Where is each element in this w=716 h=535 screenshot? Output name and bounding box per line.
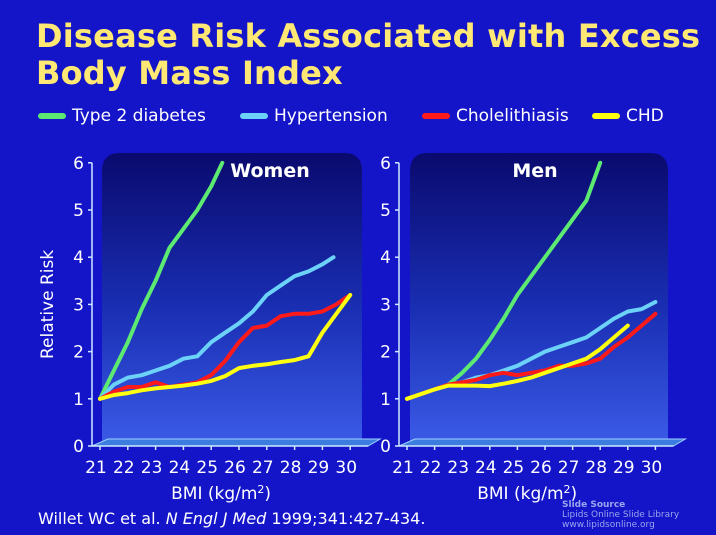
plot-floor: [398, 438, 688, 447]
legend-label: Hypertension: [274, 106, 388, 126]
y-tick-label: 1: [73, 390, 84, 410]
citation: Willet WC et al. N Engl J Med 1999;341:4…: [38, 509, 425, 528]
x-tick-label: 27: [558, 458, 580, 478]
citation-journal: N Engl J Med: [165, 509, 267, 528]
title-line-2: Body Mass Index: [36, 54, 343, 92]
y-tick-label: 6: [380, 154, 391, 174]
x-tick-label: 21: [85, 458, 107, 478]
y-tick-label: 6: [73, 154, 84, 174]
x-tick-label: 26: [530, 458, 552, 478]
y-tick-label: 3: [380, 295, 391, 315]
y-tick-label: 2: [380, 343, 391, 363]
series-line-type-2-diabetes: [98, 160, 225, 401]
x-tick-label: 24: [169, 458, 191, 478]
plot-panel: [102, 153, 362, 441]
plot-panel: [410, 153, 668, 441]
legend-label: CHD: [626, 106, 664, 126]
x-tick-label: 25: [503, 458, 525, 478]
x-tick-label: 25: [196, 458, 218, 478]
y-tick-label: 0: [73, 437, 84, 457]
y-tick-label: 2: [73, 343, 84, 363]
series-line-cholelithiasis: [98, 293, 353, 401]
legend-swatch: [592, 113, 620, 119]
x-tick-label: 24: [475, 458, 497, 478]
x-tick-label: 29: [308, 458, 330, 478]
legend-swatch: [422, 113, 450, 119]
title-line-1: Disease Risk Associated with Excess: [36, 17, 701, 55]
plot-floor: [91, 438, 383, 447]
series-line-chd: [405, 323, 630, 401]
y-tick-label: 5: [73, 201, 84, 221]
x-tick-label: 29: [613, 458, 635, 478]
source-line-3: www.lipidsonline.org: [562, 520, 655, 530]
source-line-2: Lipids Online Slide Library: [562, 510, 680, 520]
series-line-chd: [98, 293, 353, 401]
y-tick-label: 5: [380, 201, 391, 221]
panel-title: Men: [512, 160, 557, 182]
y-tick-label: 0: [380, 437, 391, 457]
y-tick-label: 3: [73, 295, 84, 315]
citation-ref: 1999;341:427-434.: [271, 509, 426, 528]
x-tick-label: 30: [335, 458, 357, 478]
legend-item-hypertension: Hypertension: [240, 104, 388, 128]
x-tick-label: 28: [585, 458, 607, 478]
legend-item-chd: CHD: [592, 104, 664, 128]
source-line-1: Slide Source: [562, 500, 626, 510]
slide-title: Disease Risk Associated with Excess Body…: [36, 18, 706, 92]
x-tick-label: 26: [224, 458, 246, 478]
x-tick-label: 23: [447, 458, 469, 478]
legend-swatch: [38, 113, 66, 119]
x-axis-label: BMI (kg/m2): [171, 483, 271, 505]
legend-label: Type 2 diabetes: [72, 106, 206, 126]
y-tick-label: 4: [73, 248, 84, 268]
x-tick-label: 30: [641, 458, 663, 478]
x-tick-label: 22: [113, 458, 135, 478]
legend-item-type2-diabetes: Type 2 diabetes: [38, 104, 206, 128]
x-tick-label: 23: [141, 458, 163, 478]
legend-label: Cholelithiasis: [456, 106, 569, 126]
legend-swatch: [240, 113, 268, 119]
x-axis-label: BMI (kg/m2): [477, 483, 577, 505]
legend-item-cholelithiasis: Cholelithiasis: [422, 104, 569, 128]
x-tick-label: 22: [420, 458, 442, 478]
series-line-hypertension: [98, 255, 336, 401]
panel-title: Women: [230, 160, 310, 182]
x-tick-label: 21: [392, 458, 414, 478]
citation-authors: Willet WC et al.: [38, 509, 161, 528]
x-tick-label: 27: [252, 458, 274, 478]
slide-source: Slide Source Lipids Online Slide Library…: [562, 500, 679, 530]
y-tick-label: 4: [380, 248, 391, 268]
y-axis-label: Relative Risk: [38, 250, 58, 359]
legend: Type 2 diabetes Hypertension Cholelithia…: [38, 104, 698, 128]
y-tick-label: 1: [380, 390, 391, 410]
x-tick-label: 28: [280, 458, 302, 478]
